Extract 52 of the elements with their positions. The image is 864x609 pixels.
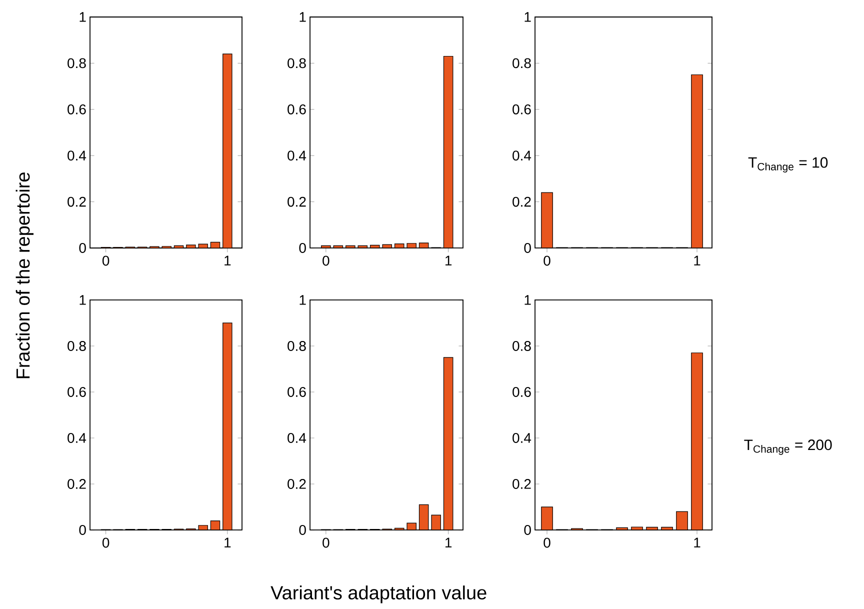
- y-tick-label: 0.2: [68, 479, 86, 489]
- y-tick-label: 1: [80, 12, 86, 22]
- y-tick-label: 0.4: [288, 150, 306, 161]
- text: T$_{Change}$ = 200: [744, 440, 832, 455]
- y-tick-label: 0.4: [68, 433, 86, 443]
- y-tick-label: 0.4: [288, 433, 306, 443]
- x-tick-label: 0: [322, 538, 330, 548]
- x-tick-label: 0: [102, 256, 110, 266]
- y-tick-label: 0: [299, 525, 306, 535]
- x-tick-label: 1: [224, 256, 231, 266]
- x-tick-label: 1: [694, 256, 700, 266]
- x-tick-label: 0: [102, 538, 110, 548]
- y-tick-label: 0.6: [68, 387, 86, 397]
- y-tick-label: 0: [79, 525, 86, 535]
- y-tick-label: 0: [299, 243, 306, 253]
- y-tick-label: 1: [300, 12, 306, 22]
- y-tick-label: 0.8: [512, 58, 531, 68]
- y-tick-label: 0.8: [512, 341, 531, 351]
- y-axis-title: Fraction of the repertoire: [16, 172, 34, 378]
- y-tick-label: 0.4: [512, 433, 532, 443]
- y-tick-label: 1: [524, 12, 531, 22]
- y-tick-label: 0.2: [288, 479, 306, 489]
- y-tick-label: 0.2: [512, 196, 531, 207]
- y-tick-label: 0: [524, 525, 531, 535]
- y-tick-label: 0.6: [512, 104, 531, 114]
- y-tick-label: 0.6: [288, 104, 306, 114]
- y-tick-label: 0.2: [512, 479, 531, 489]
- x-tick-label: 1: [224, 538, 231, 548]
- y-tick-label: 0: [79, 243, 86, 253]
- y-tick-label: 0.6: [68, 104, 86, 114]
- y-tick-label: 0.6: [512, 387, 531, 397]
- y-tick-label: 0.4: [68, 150, 86, 161]
- y-tick-label: 0.8: [68, 341, 86, 351]
- y-tick-label: 0.4: [512, 150, 532, 161]
- x-tick-label: 1: [445, 256, 452, 266]
- x-axis-title: Variant's adaptation value: [270, 586, 486, 604]
- x-tick-label: 0: [544, 538, 550, 548]
- y-tick-label: 0.2: [68, 196, 86, 207]
- y-tick-label: 1: [80, 295, 86, 305]
- y-tick-label: 0.8: [68, 58, 86, 68]
- y-tick-label: 0.8: [288, 341, 306, 351]
- x-tick-label: 0: [544, 256, 550, 266]
- y-tick-label: 0.8: [288, 58, 306, 68]
- y-tick-label: 1: [524, 295, 531, 305]
- x-tick-label: 0: [322, 256, 330, 266]
- text: T$_{Change}$ = 10: [748, 157, 828, 172]
- x-tick-label: 1: [694, 538, 700, 548]
- x-tick-label: 1: [445, 538, 452, 548]
- y-tick-label: 1: [300, 295, 306, 305]
- y-tick-label: 0: [524, 243, 531, 253]
- y-tick-label: 0.2: [288, 196, 306, 207]
- y-tick-label: 0.6: [288, 387, 306, 397]
